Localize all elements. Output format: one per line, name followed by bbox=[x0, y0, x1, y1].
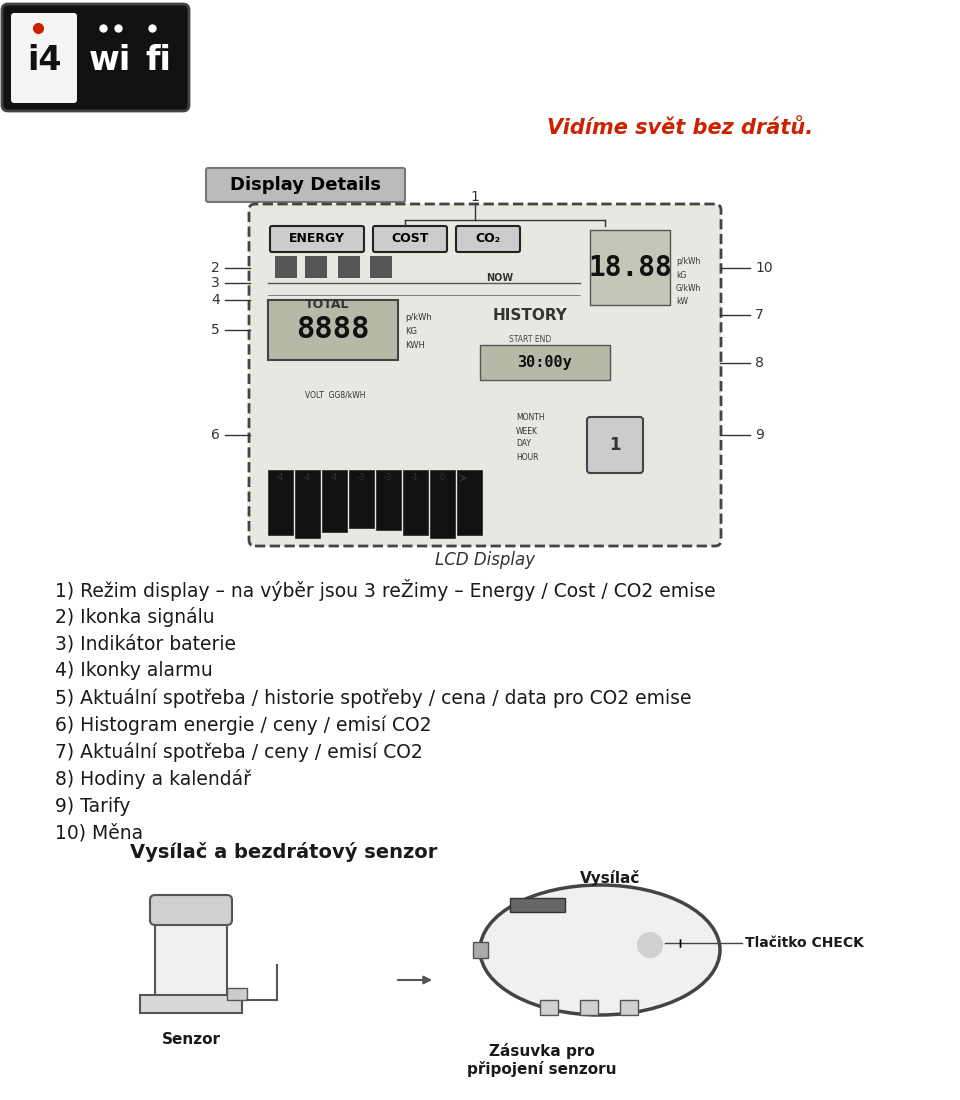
Text: 2) Ikonka signálu: 2) Ikonka signálu bbox=[55, 607, 215, 627]
Text: wi: wi bbox=[89, 44, 132, 77]
Text: LCD Display: LCD Display bbox=[435, 551, 535, 569]
Text: 5) Aktuální spotřeba / historie spotřeby / cena / data pro CO2 emise: 5) Aktuální spotřeba / historie spotřeby… bbox=[55, 688, 691, 708]
Text: 6: 6 bbox=[211, 428, 220, 442]
Text: Vysílač a bezdrátový senzor: Vysílač a bezdrátový senzor bbox=[130, 842, 438, 862]
Text: i4: i4 bbox=[27, 44, 61, 77]
FancyBboxPatch shape bbox=[270, 226, 364, 252]
Text: Zásuvka pro
připojení senzoru: Zásuvka pro připojení senzoru bbox=[468, 1043, 616, 1077]
Text: -4: -4 bbox=[276, 473, 284, 483]
Text: COST: COST bbox=[392, 232, 429, 245]
FancyBboxPatch shape bbox=[2, 4, 189, 111]
Text: 1: 1 bbox=[470, 190, 479, 204]
Bar bbox=[227, 988, 247, 1000]
Text: Tlačitko CHECK: Tlačitko CHECK bbox=[745, 936, 864, 950]
Text: kW: kW bbox=[676, 297, 688, 306]
Text: 2: 2 bbox=[211, 261, 220, 275]
Bar bbox=[430, 470, 455, 538]
Text: Vidíme svět bez drátů.: Vidíme svět bez drátů. bbox=[547, 118, 813, 138]
Text: 10) Měna: 10) Měna bbox=[55, 824, 143, 843]
Text: G/kWh: G/kWh bbox=[676, 284, 702, 293]
Text: 1: 1 bbox=[610, 436, 621, 454]
Text: 4) Ikonky alarmu: 4) Ikonky alarmu bbox=[55, 661, 213, 681]
Bar bbox=[305, 256, 327, 278]
Text: 10: 10 bbox=[755, 261, 773, 275]
Text: kG: kG bbox=[676, 271, 686, 279]
Bar bbox=[275, 256, 297, 278]
Text: HISTORY: HISTORY bbox=[492, 308, 567, 322]
FancyBboxPatch shape bbox=[11, 13, 77, 103]
Text: 4: 4 bbox=[211, 293, 220, 307]
Text: DAY: DAY bbox=[516, 440, 531, 449]
Bar bbox=[322, 470, 347, 532]
Text: 7) Aktuální spotřeba / ceny / emisí CO2: 7) Aktuální spotřeba / ceny / emisí CO2 bbox=[55, 742, 422, 762]
Text: START END: START END bbox=[509, 336, 551, 344]
Text: Vysílač: Vysílač bbox=[580, 870, 640, 886]
Text: 7: 7 bbox=[755, 308, 764, 322]
Bar bbox=[155, 905, 227, 1005]
Text: CO₂: CO₂ bbox=[475, 232, 500, 245]
FancyBboxPatch shape bbox=[590, 230, 670, 305]
Text: p/kWh: p/kWh bbox=[405, 314, 432, 322]
Bar bbox=[349, 470, 374, 528]
Bar bbox=[295, 470, 320, 538]
Ellipse shape bbox=[480, 886, 720, 1015]
Text: WEEK: WEEK bbox=[516, 427, 538, 436]
Text: KWH: KWH bbox=[405, 341, 425, 351]
Bar bbox=[473, 942, 488, 958]
Text: 8: 8 bbox=[755, 356, 764, 370]
Bar bbox=[580, 1000, 598, 1015]
FancyBboxPatch shape bbox=[373, 226, 447, 252]
Text: 30:00y: 30:00y bbox=[517, 355, 572, 371]
Text: 18.88: 18.88 bbox=[588, 254, 672, 282]
Text: 3) Indikátor baterie: 3) Indikátor baterie bbox=[55, 635, 236, 653]
Text: 3: 3 bbox=[211, 276, 220, 290]
Text: -4: -4 bbox=[302, 473, 311, 483]
Text: Display Details: Display Details bbox=[229, 176, 380, 194]
Text: 5: 5 bbox=[211, 323, 220, 337]
Text: 8888: 8888 bbox=[297, 316, 370, 344]
FancyBboxPatch shape bbox=[268, 300, 398, 360]
Bar bbox=[338, 256, 360, 278]
Bar bbox=[620, 1000, 638, 1015]
Text: fi: fi bbox=[145, 44, 171, 77]
Text: VOLT  GG8/kWH: VOLT GG8/kWH bbox=[305, 390, 366, 399]
Bar bbox=[268, 470, 293, 535]
Text: TOTAL: TOTAL bbox=[305, 298, 349, 311]
FancyBboxPatch shape bbox=[249, 204, 721, 546]
FancyBboxPatch shape bbox=[587, 417, 643, 473]
Text: 6) Histogram energie / ceny / emisí CO2: 6) Histogram energie / ceny / emisí CO2 bbox=[55, 715, 431, 735]
Circle shape bbox=[638, 933, 662, 957]
Bar bbox=[457, 470, 482, 535]
Bar bbox=[403, 470, 428, 535]
Text: ENERGY: ENERGY bbox=[289, 232, 345, 245]
Bar bbox=[540, 1000, 558, 1015]
FancyBboxPatch shape bbox=[480, 345, 610, 379]
Text: -3: -3 bbox=[384, 473, 393, 483]
FancyBboxPatch shape bbox=[456, 226, 520, 252]
Text: -1: -1 bbox=[411, 473, 420, 483]
Bar bbox=[376, 470, 401, 530]
Text: 9) Tarify: 9) Tarify bbox=[55, 796, 131, 815]
Text: Senzor: Senzor bbox=[161, 1033, 221, 1047]
Bar bbox=[370, 256, 392, 278]
Text: 0: 0 bbox=[440, 473, 444, 483]
Text: KG: KG bbox=[405, 328, 417, 337]
Bar bbox=[510, 898, 565, 912]
Text: -4: -4 bbox=[330, 473, 338, 483]
Text: 9: 9 bbox=[755, 428, 764, 442]
Text: p/kWh: p/kWh bbox=[676, 257, 701, 266]
Text: MONTH: MONTH bbox=[516, 414, 544, 422]
Bar bbox=[140, 996, 242, 1013]
FancyBboxPatch shape bbox=[206, 168, 405, 202]
FancyBboxPatch shape bbox=[150, 895, 232, 925]
Text: NOW: NOW bbox=[487, 273, 514, 283]
Text: -3: -3 bbox=[357, 473, 365, 483]
Text: 8) Hodiny a kalendář: 8) Hodiny a kalendář bbox=[55, 769, 251, 789]
Text: 1) Režim display – na výběr jsou 3 reŽimy – Energy / Cost / CO2 emise: 1) Režim display – na výběr jsou 3 reŽim… bbox=[55, 579, 715, 601]
Text: HOUR: HOUR bbox=[516, 452, 539, 462]
